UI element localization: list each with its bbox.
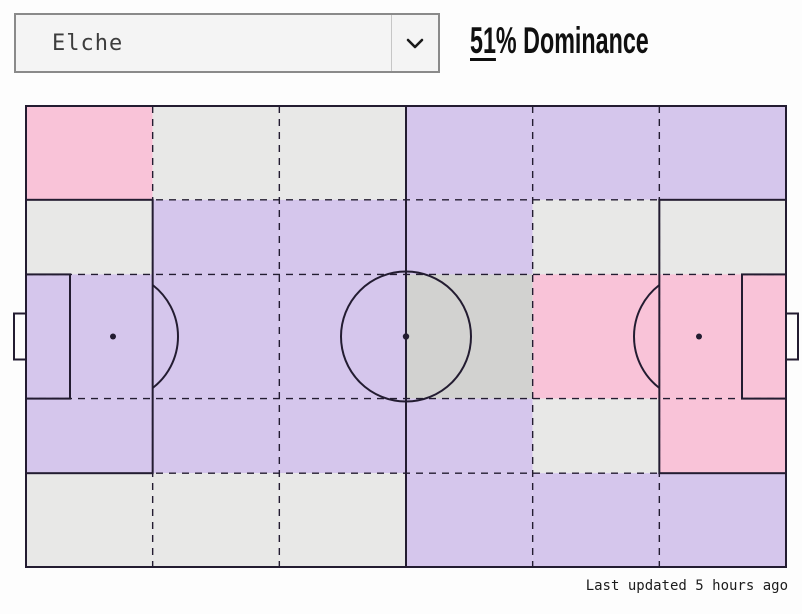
dominance-suffix: % Dominance: [495, 20, 649, 61]
dominance-value: 51: [470, 20, 496, 61]
team-selector[interactable]: Elche: [14, 13, 440, 73]
last-updated-label: Last updated 5 hours ago: [585, 578, 788, 594]
chevron-down-icon: [406, 38, 424, 49]
team-selector-chevron-area[interactable]: [391, 15, 438, 71]
team-selector-value: Elche: [52, 30, 124, 56]
dominance-title: 51% Dominance: [470, 20, 754, 62]
